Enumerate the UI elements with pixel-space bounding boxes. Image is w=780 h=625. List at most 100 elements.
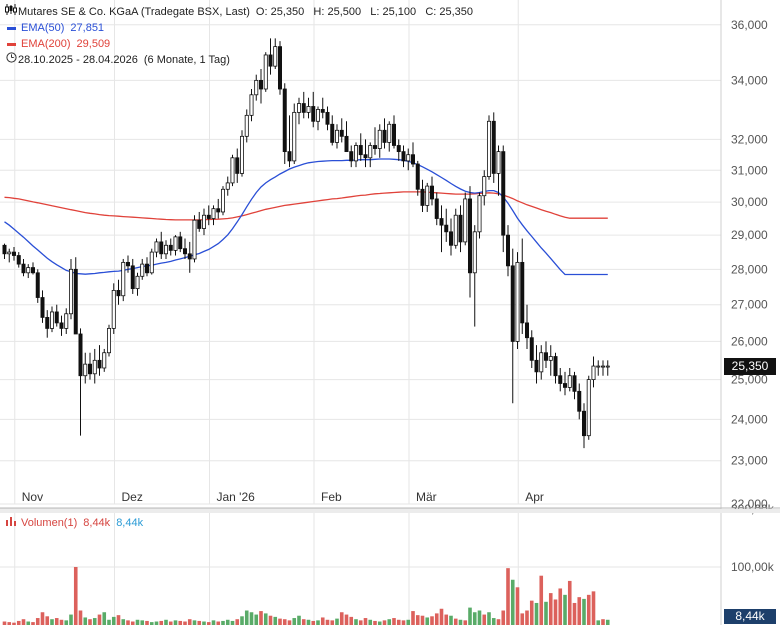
candle-body xyxy=(330,123,335,143)
volume-bar xyxy=(354,619,358,625)
candle-body xyxy=(353,145,358,162)
legend-ema50-row[interactable]: EMA(50) 27,851 xyxy=(4,20,473,36)
candle xyxy=(102,348,107,372)
volume-bar xyxy=(202,621,206,625)
candle xyxy=(59,315,64,336)
volume-bar xyxy=(211,620,216,625)
candle-body xyxy=(567,375,572,388)
volume-bar xyxy=(2,621,7,625)
legend-ema200-row[interactable]: EMA(200) 29,509 xyxy=(4,36,473,52)
candle xyxy=(83,352,88,384)
volume-bar xyxy=(496,619,501,625)
volume-bar xyxy=(164,619,168,625)
candle-body xyxy=(111,289,116,329)
candle xyxy=(496,145,501,196)
volume-bar xyxy=(425,617,430,625)
volume-bar xyxy=(339,612,344,625)
volume-bar xyxy=(83,617,88,625)
volume-bar xyxy=(16,620,21,625)
candle-body xyxy=(64,313,69,329)
candle-body xyxy=(572,375,577,392)
candle xyxy=(121,258,126,302)
candle xyxy=(387,121,392,152)
candle-body xyxy=(582,410,587,437)
instrument-title: Mutares SE & Co. KGaA (Tradegate BSX, La… xyxy=(18,6,250,18)
volume-bar xyxy=(268,615,273,625)
volume-value-red: 8,44k xyxy=(83,516,111,529)
candle xyxy=(501,145,506,253)
candle-body xyxy=(182,248,187,255)
candle-body xyxy=(173,236,178,251)
candle-body xyxy=(501,151,506,236)
candle xyxy=(258,68,263,104)
candle xyxy=(311,91,316,128)
candle xyxy=(301,91,306,119)
candle xyxy=(448,218,453,256)
volume-bar xyxy=(206,622,211,625)
volume-bar xyxy=(145,620,149,625)
candle xyxy=(534,345,539,384)
candle-body xyxy=(534,359,539,373)
time-tick-label: Feb xyxy=(321,490,342,504)
candle xyxy=(235,148,240,183)
volume-bar xyxy=(510,579,515,625)
price-tick-label: 26,000 xyxy=(731,334,768,348)
volume-bar xyxy=(111,616,116,625)
candle xyxy=(11,246,16,261)
candle xyxy=(230,154,235,187)
candle xyxy=(363,139,368,168)
volume-bar xyxy=(468,607,472,625)
candle-body xyxy=(263,54,268,90)
price-tick-label: 27,000 xyxy=(731,298,768,312)
time-tick-label: Dez xyxy=(122,490,143,504)
volume-bar xyxy=(154,621,159,625)
candle-body xyxy=(92,359,97,375)
candle-body xyxy=(254,79,259,96)
candle xyxy=(216,198,221,219)
candle xyxy=(97,345,102,376)
candle xyxy=(572,371,577,400)
candle-body xyxy=(320,109,325,113)
candle-body xyxy=(315,109,320,122)
volume-bar xyxy=(107,619,111,625)
price-grid xyxy=(0,24,721,505)
candle xyxy=(515,252,520,349)
time-tick-label: Nov xyxy=(22,490,43,504)
candle-body xyxy=(382,129,387,143)
ema200-value: 29,509 xyxy=(76,38,111,50)
volume-bar xyxy=(26,621,31,625)
candle xyxy=(525,304,530,349)
candle-body xyxy=(544,352,549,361)
candlestick-chart-icon xyxy=(4,4,18,20)
candle-body xyxy=(21,263,26,274)
volume-bar xyxy=(126,620,130,625)
candles xyxy=(2,38,610,449)
volume-bar xyxy=(553,599,558,625)
candle-body xyxy=(525,322,530,339)
volume-bar xyxy=(306,619,311,625)
candle-body xyxy=(591,365,596,381)
candle xyxy=(69,258,74,320)
candle xyxy=(529,330,534,368)
period-note: (6 Monate, 1 Tag) xyxy=(143,54,230,66)
candle xyxy=(292,103,297,165)
candle xyxy=(330,115,335,146)
volume-bar xyxy=(235,619,240,625)
volume-bar xyxy=(135,619,140,625)
candle xyxy=(586,375,591,440)
candle-body xyxy=(69,268,74,315)
candle-body xyxy=(178,236,183,250)
candle-body xyxy=(35,272,40,298)
volume-bar xyxy=(544,601,548,625)
last-volume-tag: 8,44k xyxy=(724,609,776,624)
volume-bar xyxy=(216,621,221,625)
candle xyxy=(197,211,202,232)
volume-bar xyxy=(335,618,339,625)
panel-divider-shadow xyxy=(0,509,780,513)
candle xyxy=(211,205,216,226)
candle-body xyxy=(30,267,35,274)
candle xyxy=(16,252,21,268)
candle-body xyxy=(448,231,453,246)
candle-body xyxy=(434,198,439,219)
